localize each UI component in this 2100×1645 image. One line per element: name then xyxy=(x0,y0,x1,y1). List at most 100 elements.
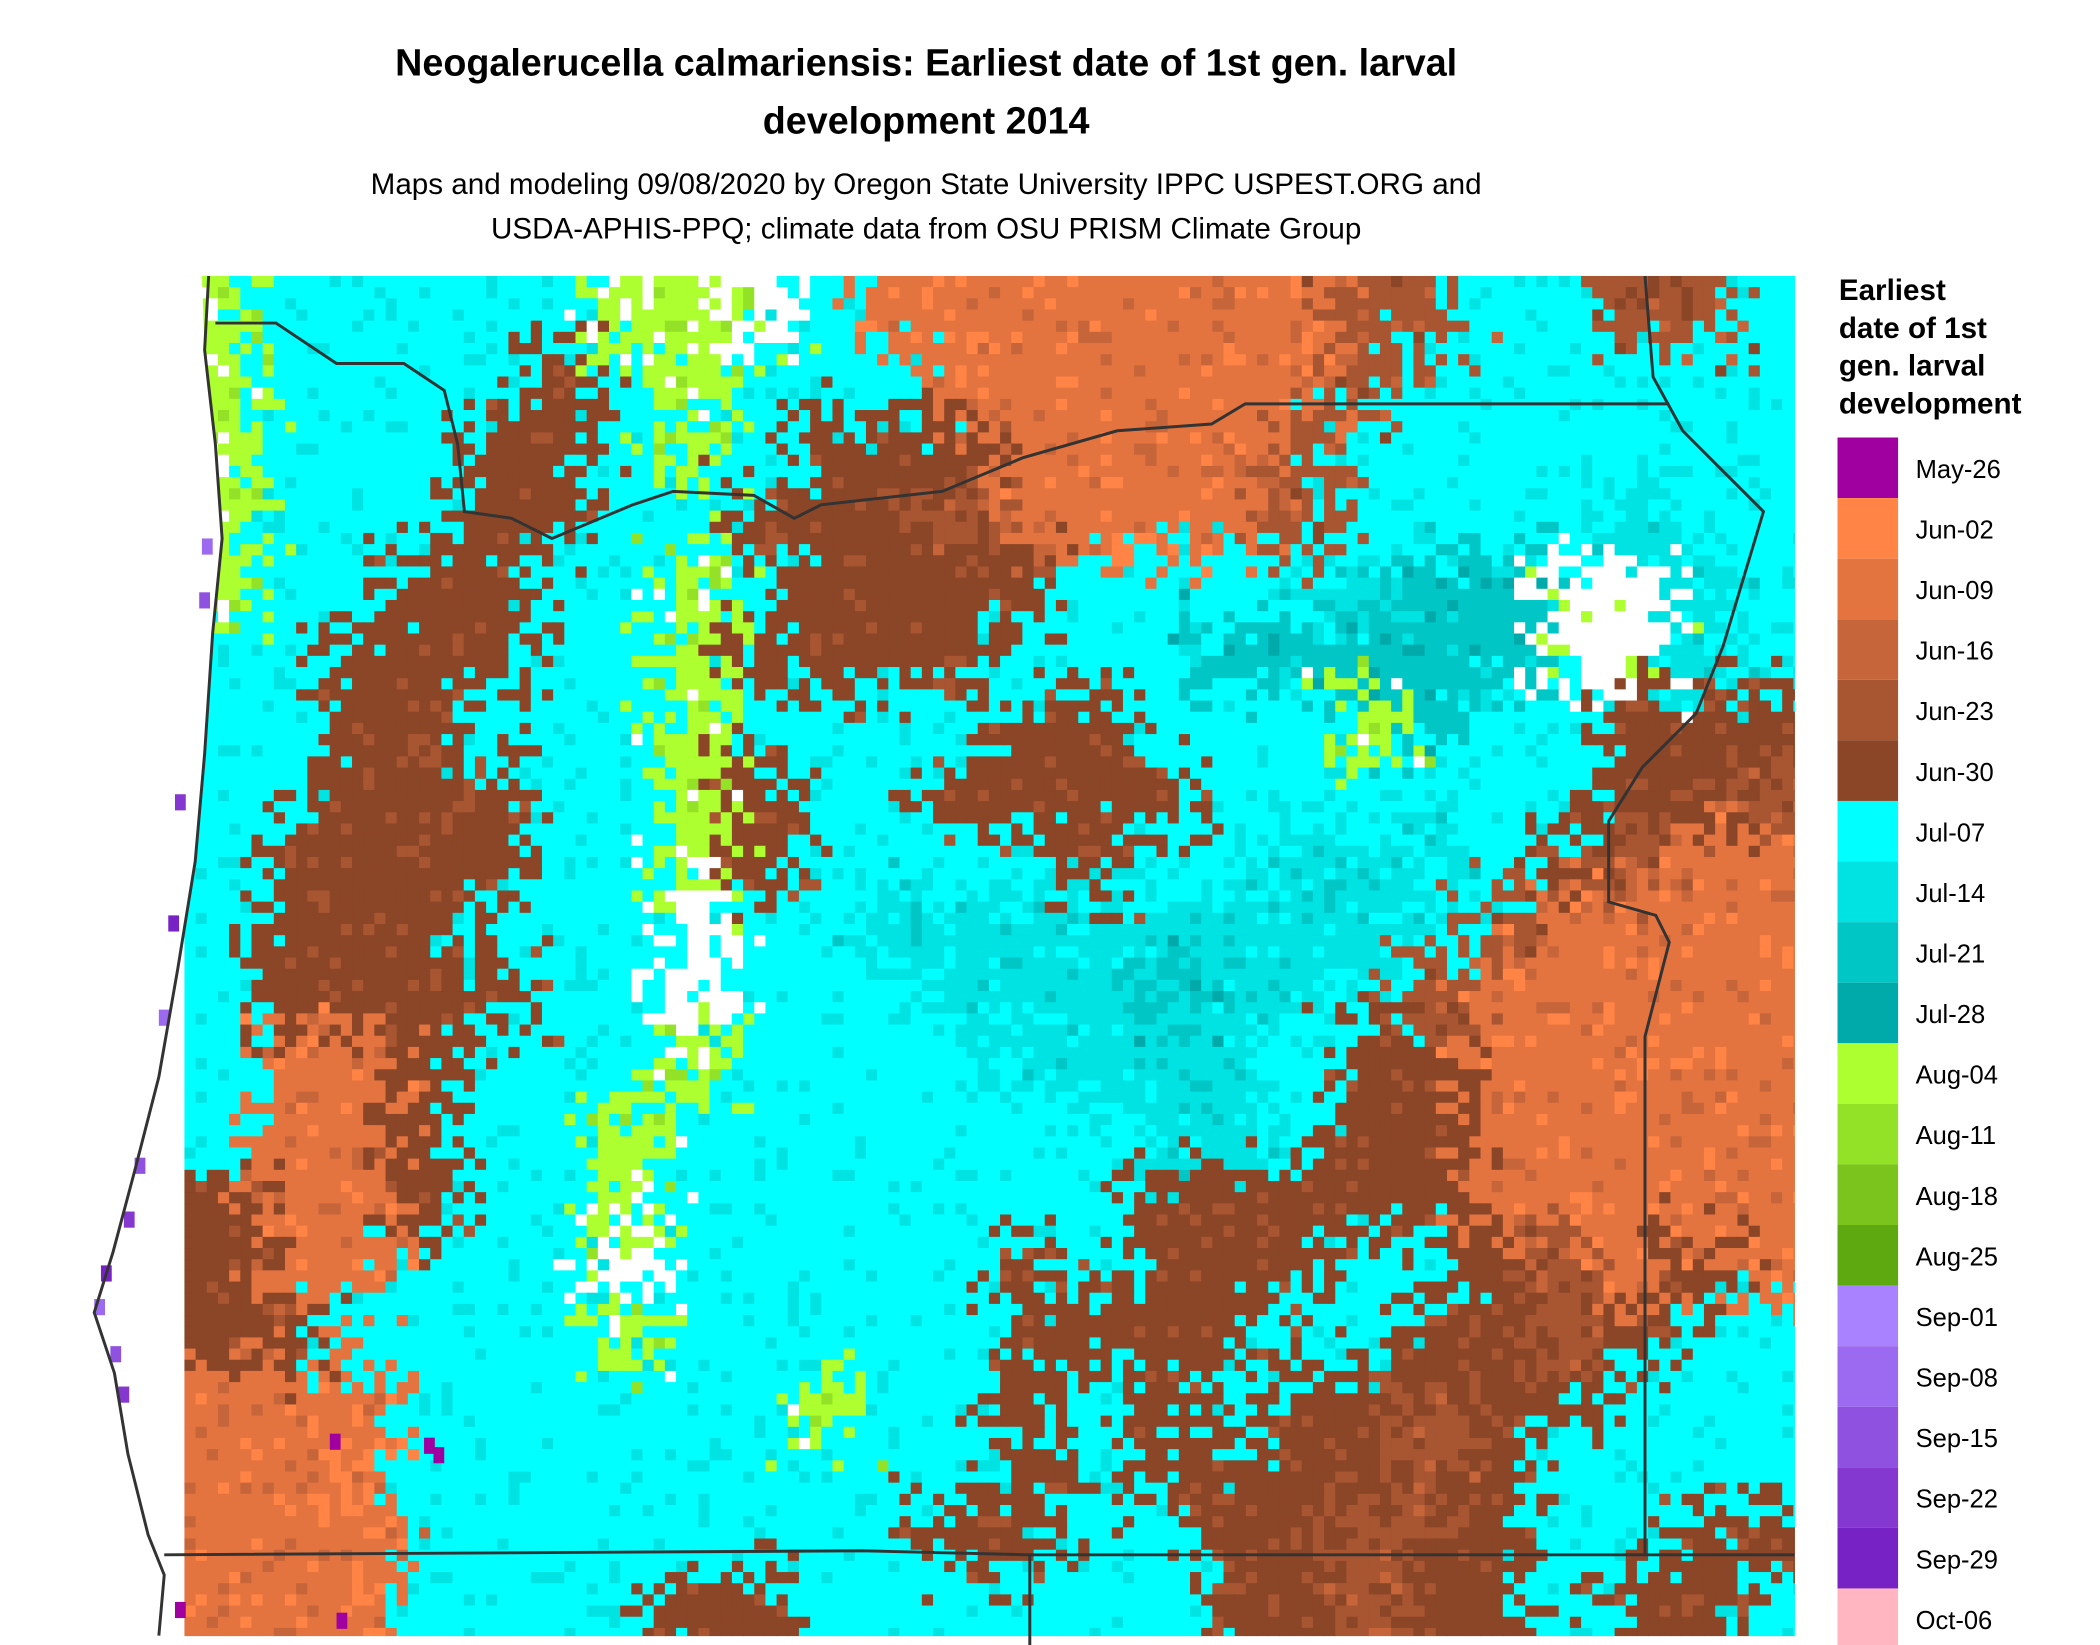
raster-cell xyxy=(888,432,901,445)
raster-cell xyxy=(1424,465,1437,478)
raster-cell xyxy=(329,521,342,534)
raster-cell xyxy=(597,521,610,534)
raster-cell xyxy=(352,343,364,355)
raster-cell xyxy=(1514,410,1526,422)
raster-cell xyxy=(798,510,811,523)
raster-cell xyxy=(709,354,722,366)
raster-cell xyxy=(1435,454,1448,467)
raster-cell xyxy=(1703,275,1716,288)
raster-cell xyxy=(340,398,353,411)
raster-cell xyxy=(609,544,621,556)
raster-cell xyxy=(1558,611,1571,623)
raster-cell xyxy=(687,577,699,590)
raster-cell xyxy=(363,588,375,601)
raster-cell xyxy=(1569,421,1582,433)
raster-cell xyxy=(1078,555,1090,567)
raster-cell xyxy=(229,644,241,657)
raster-cell xyxy=(541,343,554,355)
raster-cell xyxy=(1603,287,1616,299)
raster-cell xyxy=(687,443,699,456)
raster-cell xyxy=(1402,432,1414,445)
raster-cell xyxy=(1234,622,1247,635)
raster-cell xyxy=(1190,577,1202,590)
raster-cell xyxy=(865,421,878,433)
raster-cell xyxy=(1000,499,1012,512)
raster-cell xyxy=(1771,510,1783,523)
raster-cell xyxy=(653,488,666,500)
raster-cell xyxy=(262,599,275,612)
raster-cell xyxy=(1167,287,1180,299)
raster-cell xyxy=(1346,331,1359,344)
raster-cell xyxy=(687,622,699,635)
raster-cell xyxy=(273,566,286,579)
raster-cell xyxy=(1100,633,1113,646)
raster-cell xyxy=(1312,309,1325,322)
raster-cell xyxy=(508,633,521,646)
raster-cell xyxy=(1391,633,1403,646)
raster-cell xyxy=(374,410,387,422)
raster-cell xyxy=(1737,343,1750,355)
raster-cell xyxy=(765,343,778,355)
raster-cell xyxy=(944,611,956,623)
raster-cell xyxy=(1525,410,1537,422)
raster-cell xyxy=(430,421,442,433)
raster-cell xyxy=(1011,644,1023,657)
raster-cell xyxy=(631,521,644,534)
raster-cell xyxy=(284,432,297,445)
raster-cell xyxy=(553,544,565,556)
raster-cell xyxy=(1033,443,1046,456)
raster-cell xyxy=(530,432,543,445)
raster-cell xyxy=(921,644,934,657)
raster-cell xyxy=(1078,644,1090,657)
raster-cell xyxy=(296,477,308,489)
raster-cell xyxy=(363,454,375,467)
raster-cell xyxy=(575,544,588,556)
raster-cell xyxy=(1625,488,1638,500)
raster-cell xyxy=(1100,309,1113,322)
raster-cell xyxy=(1648,454,1660,467)
raster-cell xyxy=(597,365,610,378)
raster-cell xyxy=(352,622,364,635)
raster-cell xyxy=(687,566,699,579)
raster-cell xyxy=(1167,566,1180,579)
raster-cell xyxy=(1011,622,1023,635)
raster-cell xyxy=(899,499,912,512)
raster-cell xyxy=(541,622,554,635)
raster-cell xyxy=(1670,320,1683,333)
raster-cell xyxy=(251,499,264,512)
raster-cell xyxy=(1335,343,1347,355)
raster-cell xyxy=(1525,499,1537,512)
raster-cell xyxy=(1167,577,1180,590)
raster-cell xyxy=(653,343,666,355)
raster-cell xyxy=(933,331,945,344)
raster-cell xyxy=(1614,376,1627,389)
raster-cell xyxy=(1759,387,1772,400)
raster-cell xyxy=(307,421,320,433)
raster-cell xyxy=(1748,398,1761,411)
raster-cell xyxy=(1692,521,1705,534)
raster-cell xyxy=(1681,488,1694,500)
raster-cell xyxy=(1502,376,1515,389)
raster-cell xyxy=(620,521,632,534)
raster-cell xyxy=(609,488,621,500)
raster-cell xyxy=(854,443,867,456)
raster-cell xyxy=(419,577,431,590)
raster-cell xyxy=(743,343,755,355)
raster-cell xyxy=(966,354,979,366)
raster-cell xyxy=(731,331,744,344)
raster-cell xyxy=(1134,365,1146,378)
raster-cell xyxy=(1301,599,1314,612)
raster-cell xyxy=(1223,275,1236,288)
raster-cell xyxy=(374,275,387,288)
raster-cell xyxy=(1402,544,1414,556)
raster-cell xyxy=(1771,544,1783,556)
raster-cell xyxy=(642,432,655,445)
raster-cell xyxy=(530,622,543,635)
raster-cell xyxy=(1201,298,1213,311)
raster-cell xyxy=(1257,555,1269,567)
raster-cell xyxy=(1659,320,1671,333)
raster-cell xyxy=(486,410,498,422)
raster-cell xyxy=(1111,275,1124,288)
raster-cell xyxy=(1659,421,1671,433)
raster-cell xyxy=(229,365,241,378)
